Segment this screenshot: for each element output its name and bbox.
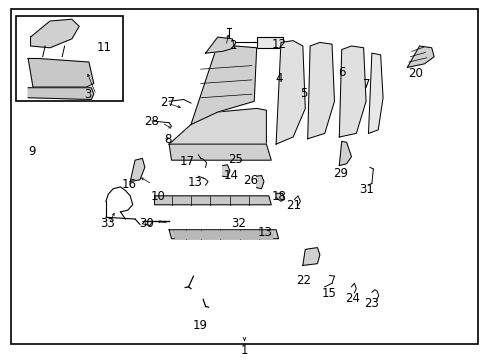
Polygon shape	[28, 58, 94, 87]
Text: 32: 32	[231, 217, 245, 230]
Polygon shape	[302, 248, 319, 265]
Text: 5: 5	[300, 87, 307, 100]
Text: 21: 21	[286, 199, 301, 212]
Polygon shape	[154, 196, 271, 205]
Text: 14: 14	[223, 169, 238, 182]
Polygon shape	[256, 176, 264, 189]
Text: 7: 7	[363, 78, 370, 91]
Polygon shape	[222, 165, 229, 177]
Text: 20: 20	[407, 67, 422, 80]
Text: 31: 31	[359, 183, 374, 196]
Text: 1: 1	[240, 344, 248, 357]
Text: 13: 13	[187, 176, 202, 189]
Text: 8: 8	[163, 133, 171, 146]
Polygon shape	[276, 193, 284, 201]
Text: 26: 26	[243, 174, 257, 187]
Text: 33: 33	[100, 217, 115, 230]
Text: 10: 10	[150, 190, 165, 203]
Text: 3: 3	[84, 88, 91, 101]
Text: 28: 28	[143, 116, 158, 129]
Text: 9: 9	[28, 145, 35, 158]
Polygon shape	[191, 46, 256, 125]
Bar	[256, 37, 283, 48]
Polygon shape	[276, 41, 305, 144]
Polygon shape	[205, 37, 234, 53]
Polygon shape	[28, 88, 94, 99]
Text: 22: 22	[296, 274, 311, 287]
Text: 16: 16	[121, 177, 136, 190]
Text: 25: 25	[228, 153, 243, 166]
Text: 11: 11	[97, 41, 112, 54]
Polygon shape	[307, 42, 334, 139]
Polygon shape	[368, 53, 382, 134]
Polygon shape	[169, 230, 278, 239]
Text: 17: 17	[179, 155, 194, 168]
Text: 29: 29	[333, 167, 347, 180]
Bar	[16, 16, 122, 101]
Text: 4: 4	[275, 72, 283, 85]
Text: 2: 2	[228, 40, 236, 53]
Polygon shape	[169, 108, 266, 151]
Text: 23: 23	[364, 297, 379, 310]
Polygon shape	[339, 46, 366, 137]
Text: 24: 24	[344, 292, 359, 305]
Text: 19: 19	[192, 319, 207, 332]
Text: 27: 27	[160, 95, 175, 108]
Polygon shape	[174, 231, 272, 239]
Text: 12: 12	[271, 39, 286, 51]
Text: 6: 6	[337, 66, 345, 79]
Text: 13: 13	[257, 226, 272, 239]
Polygon shape	[130, 158, 144, 181]
Polygon shape	[407, 46, 433, 67]
Text: 15: 15	[322, 287, 336, 300]
Text: 18: 18	[271, 190, 286, 203]
Text: 30: 30	[139, 217, 153, 230]
Polygon shape	[339, 141, 351, 166]
Polygon shape	[169, 144, 271, 160]
Polygon shape	[30, 19, 79, 48]
